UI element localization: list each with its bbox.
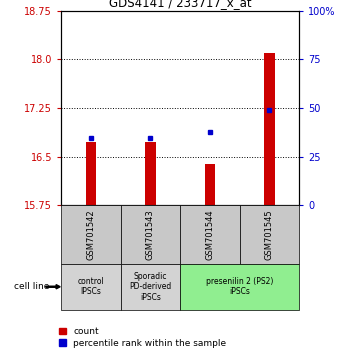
Bar (264, 53, 275, 205)
Title: GDS4141 / 233717_x_at: GDS4141 / 233717_x_at (109, 0, 252, 10)
Text: presenilin 2 (PS2)
iPSCs: presenilin 2 (PS2) iPSCs (206, 277, 273, 296)
Bar (86, 142, 96, 205)
Text: Sporadic
PD-derived
iPSCs: Sporadic PD-derived iPSCs (129, 272, 172, 302)
Text: GSM701545: GSM701545 (265, 209, 274, 260)
Bar (205, 165, 215, 205)
Text: control
IPSCs: control IPSCs (78, 277, 104, 296)
Text: GSM701542: GSM701542 (86, 209, 96, 260)
Text: GSM701544: GSM701544 (205, 209, 215, 260)
Bar (145, 142, 156, 205)
Text: GSM701543: GSM701543 (146, 209, 155, 260)
Legend: count, percentile rank within the sample: count, percentile rank within the sample (59, 327, 226, 348)
Text: cell line: cell line (14, 282, 49, 291)
